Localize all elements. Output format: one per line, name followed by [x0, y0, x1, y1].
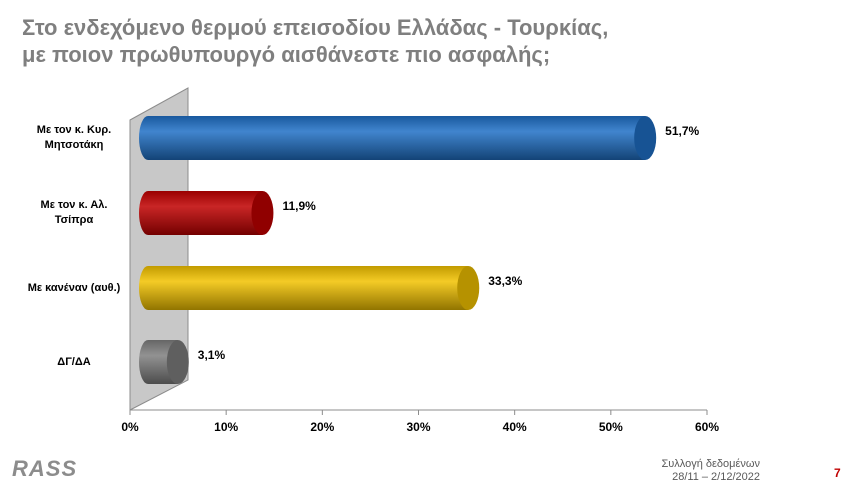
- logo: RASS: [12, 456, 78, 481]
- footer-dates: 28/11 – 2/12/2022: [672, 471, 760, 483]
- bar: [139, 340, 189, 384]
- bar: [139, 116, 657, 160]
- category-label: Με κανέναν (αυθ.): [27, 281, 121, 294]
- x-tick-label: 50%: [599, 420, 623, 434]
- value-label: 51,7%: [665, 124, 699, 138]
- footer-label: Συλλογή δεδομένων: [661, 458, 760, 470]
- chart-title: Στο ενδεχόμενο θερμού επεισοδίου Ελλάδας…: [22, 15, 609, 67]
- value-label: 11,9%: [282, 199, 316, 213]
- page-number: 7: [834, 466, 841, 480]
- category-label: ΔΓ/ΔΑ: [57, 355, 91, 368]
- x-tick-label: 40%: [503, 420, 527, 434]
- x-tick-label: 0%: [121, 420, 139, 434]
- value-label: 33,3%: [488, 274, 522, 288]
- x-tick-label: 10%: [214, 420, 238, 434]
- x-tick-label: 30%: [406, 420, 430, 434]
- category-label: Με τον κ. Αλ. Τσίπρα: [40, 199, 108, 226]
- x-tick-label: 60%: [695, 420, 719, 434]
- bar: [139, 191, 274, 235]
- value-label: 3,1%: [198, 348, 226, 362]
- x-tick-label: 20%: [310, 420, 334, 434]
- category-label: Με τον κ. Κυρ. Μητσοτάκη: [36, 124, 112, 151]
- bar: [139, 266, 480, 310]
- footer-note: Συλλογή δεδομένων 28/11 – 2/12/2022: [661, 458, 760, 484]
